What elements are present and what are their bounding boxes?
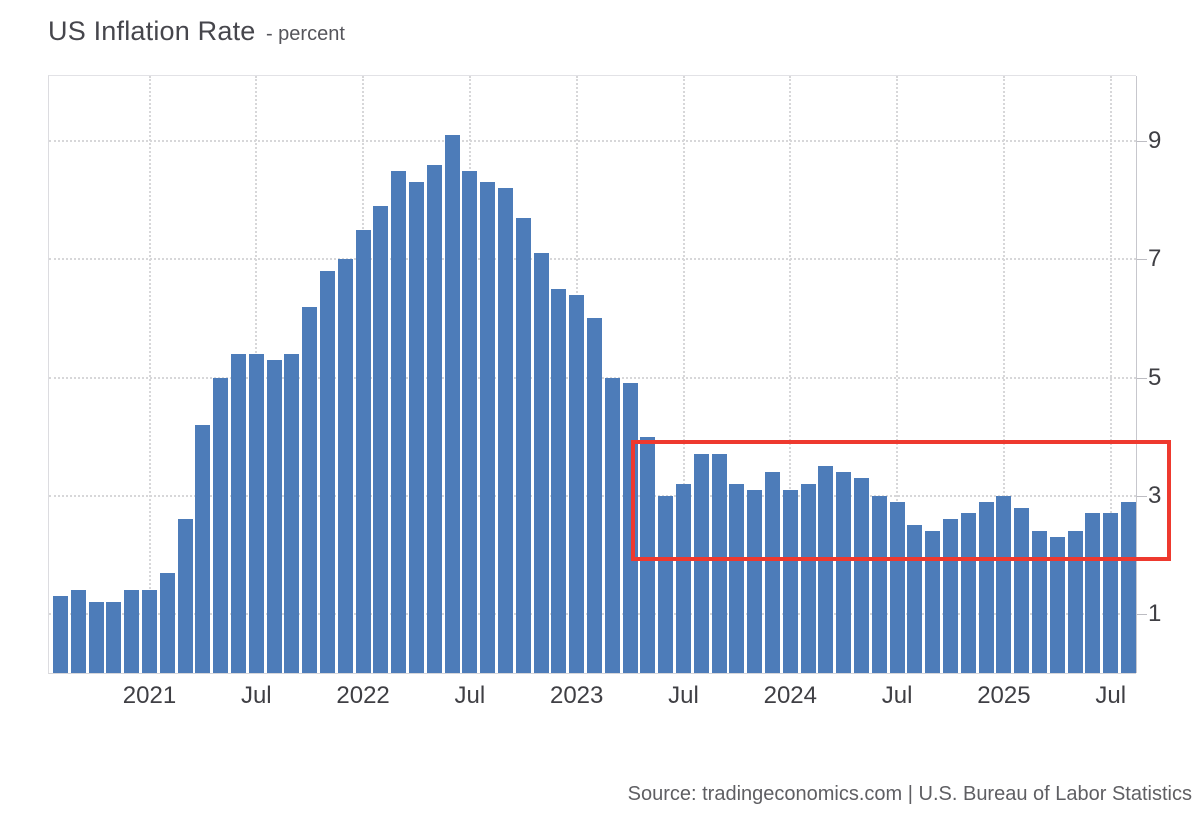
- bar-nov-2020[interactable]: [106, 602, 122, 673]
- bar-aug-2023[interactable]: [693, 454, 709, 673]
- v-gridline-jul: [1109, 76, 1112, 673]
- v-gridline-2025: [1002, 76, 1005, 673]
- y-axis-label: 1: [1148, 599, 1162, 627]
- bar-may-2023[interactable]: [640, 436, 656, 673]
- bar-aug-2020[interactable]: [53, 596, 68, 673]
- x-axis-label: 2024: [763, 682, 817, 709]
- bar-mar-2022[interactable]: [391, 170, 407, 673]
- bar-feb-2021[interactable]: [159, 572, 175, 673]
- y-axis-label: 7: [1148, 245, 1162, 273]
- highlight-rectangle: [631, 440, 1171, 561]
- chart-subtitle-text: - percent: [265, 23, 345, 45]
- bar-may-2025[interactable]: [1067, 531, 1083, 673]
- bar-mar-2023[interactable]: [604, 377, 620, 673]
- bar-nov-2023[interactable]: [747, 489, 763, 673]
- y-axis-label: 3: [1148, 481, 1162, 509]
- bar-oct-2020[interactable]: [88, 602, 104, 673]
- chart-title-text: US Inflation Rate: [48, 16, 256, 46]
- bar-may-2021[interactable]: [213, 377, 229, 673]
- plot-area: 1 3 5 7 9 2021 Jul 2022 Jul 2023 Jul 2024 Jul 2025 Jul: [48, 75, 1161, 709]
- bar-jul-2021[interactable]: [248, 353, 264, 673]
- y-tick-9: [1136, 141, 1147, 143]
- x-axis-label: Jul: [881, 682, 913, 709]
- bar-feb-2025[interactable]: [1014, 507, 1030, 673]
- bar-apr-2024[interactable]: [836, 472, 852, 673]
- bar-jul-2024[interactable]: [889, 501, 905, 673]
- bar-dec-2024[interactable]: [978, 501, 994, 673]
- bar-jul-2025[interactable]: [1103, 513, 1119, 673]
- bar-nov-2022[interactable]: [533, 253, 549, 673]
- y-axis-line: [1136, 76, 1137, 673]
- chart-title: US Inflation Rate - percent: [48, 16, 345, 47]
- x-axis-label: Jul: [454, 682, 486, 709]
- bar-sep-2020[interactable]: [70, 590, 86, 673]
- x-axis-label: Jul: [1095, 682, 1127, 709]
- y-tick-1: [1136, 613, 1147, 615]
- bar-oct-2021[interactable]: [302, 306, 318, 673]
- bar-jan-2024[interactable]: [782, 489, 798, 673]
- y-axis-label: 5: [1148, 363, 1162, 391]
- bar-jun-2021[interactable]: [231, 353, 246, 673]
- x-axis-label: 2025: [977, 682, 1031, 709]
- bar-dec-2022[interactable]: [551, 288, 567, 673]
- h-gridline-7: [49, 258, 1136, 261]
- h-gridline-9: [49, 140, 1136, 143]
- bar-aug-2022[interactable]: [480, 182, 496, 673]
- bar-sep-2024[interactable]: [925, 531, 941, 673]
- bar-feb-2023[interactable]: [587, 318, 602, 673]
- bar-oct-2023[interactable]: [729, 483, 745, 673]
- bar-dec-2021[interactable]: [337, 259, 353, 673]
- bar-may-2024[interactable]: [854, 477, 869, 673]
- bar-oct-2022[interactable]: [515, 217, 531, 673]
- bar-may-2022[interactable]: [426, 164, 442, 673]
- bar-dec-2023[interactable]: [765, 472, 780, 673]
- x-axis-label: 2022: [336, 682, 390, 709]
- bar-jan-2023[interactable]: [569, 294, 585, 673]
- v-gridline-jul: [896, 76, 899, 673]
- bar-jun-2024[interactable]: [871, 495, 887, 673]
- bar-jul-2022[interactable]: [462, 170, 478, 673]
- bar-mar-2021[interactable]: [177, 519, 193, 673]
- bar-jun-2022[interactable]: [444, 135, 460, 673]
- bar-dec-2020[interactable]: [124, 590, 140, 673]
- x-axis-label: Jul: [240, 682, 272, 709]
- bar-feb-2024[interactable]: [800, 483, 816, 673]
- y-tick-5: [1136, 377, 1147, 379]
- bar-jan-2025[interactable]: [996, 495, 1012, 673]
- y-tick-7: [1136, 259, 1147, 261]
- bar-apr-2025[interactable]: [1049, 537, 1065, 673]
- v-gridline-2024: [789, 76, 792, 673]
- v-gridline-2021: [148, 76, 151, 673]
- bar-jun-2023[interactable]: [658, 495, 674, 673]
- bar-jan-2021[interactable]: [142, 590, 157, 673]
- bar-mar-2024[interactable]: [818, 466, 834, 673]
- bar-apr-2022[interactable]: [409, 182, 424, 673]
- bar-aug-2021[interactable]: [266, 359, 282, 673]
- source-attribution: Source: tradingeconomics.com | U.S. Bure…: [627, 783, 1192, 805]
- bar-nov-2024[interactable]: [960, 513, 976, 673]
- x-axis-label: Jul: [668, 682, 699, 709]
- bar-sep-2022[interactable]: [498, 188, 513, 673]
- bar-aug-2025[interactable]: [1121, 501, 1136, 673]
- y-axis-label: 9: [1148, 127, 1162, 155]
- bar-jun-2025[interactable]: [1085, 513, 1101, 673]
- bar-feb-2022[interactable]: [373, 206, 389, 673]
- bar-jan-2022[interactable]: [355, 229, 371, 673]
- y-tick-3: [1136, 495, 1147, 497]
- bar-sep-2023[interactable]: [711, 454, 727, 673]
- x-axis-label: 2023: [549, 682, 604, 709]
- bar-jul-2023[interactable]: [676, 483, 691, 673]
- bar-apr-2021[interactable]: [195, 424, 211, 673]
- x-axis-label: 2021: [122, 682, 177, 709]
- bar-aug-2024[interactable]: [907, 525, 923, 673]
- bar-mar-2025[interactable]: [1032, 531, 1047, 673]
- v-gridline-jul: [682, 76, 685, 673]
- bar-sep-2021[interactable]: [284, 353, 300, 673]
- bar-nov-2021[interactable]: [320, 271, 335, 673]
